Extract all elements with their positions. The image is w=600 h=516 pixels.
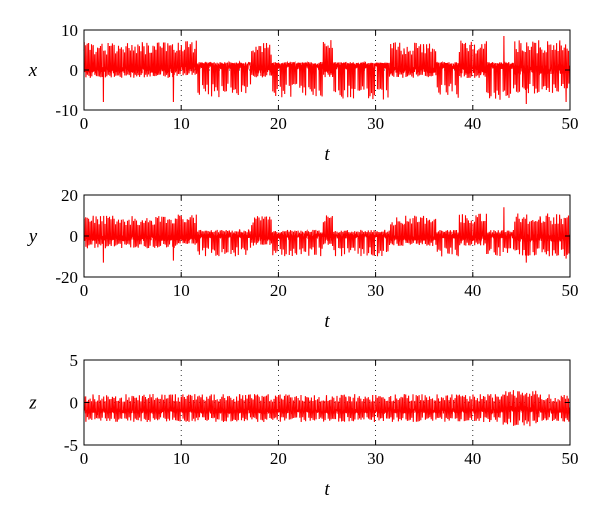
x-tick-label-z-4: 40	[464, 449, 481, 468]
x-tick-label-y-0: 0	[80, 281, 89, 300]
x-tick-label-x-0: 0	[80, 114, 89, 133]
y-tick-label-z-2: 5	[70, 351, 79, 370]
x-tick-label-y-1: 10	[173, 281, 190, 300]
series-line-y	[83, 207, 571, 263]
series-line-x	[83, 35, 571, 105]
y-tick-label-z-1: 0	[70, 394, 79, 413]
x-tick-label-y-2: 20	[270, 281, 287, 300]
x-tick-label-z-5: 50	[562, 449, 579, 468]
y-tick-label-y-0: -20	[55, 268, 78, 287]
x-tick-label-z-2: 20	[270, 449, 287, 468]
y-tick-label-x-0: -10	[55, 101, 78, 120]
y-axis-label-x: x	[28, 60, 38, 81]
x-axis-label-x: t	[324, 144, 330, 165]
x-tick-label-z-1: 10	[173, 449, 190, 468]
x-tick-label-x-2: 20	[270, 114, 287, 133]
y-axis-label-y: y	[27, 226, 38, 247]
x-tick-label-y-3: 30	[367, 281, 384, 300]
x-tick-label-x-5: 50	[562, 114, 579, 133]
series-line-z	[83, 390, 571, 427]
y-tick-label-y-2: 20	[61, 186, 78, 205]
x-tick-label-z-3: 30	[367, 449, 384, 468]
y-axis-label-z: z	[28, 393, 37, 414]
x-tick-label-y-4: 40	[464, 281, 481, 300]
y-tick-label-x-2: 10	[61, 21, 78, 40]
y-tick-label-x-1: 0	[70, 61, 79, 80]
x-tick-label-y-5: 50	[562, 281, 579, 300]
x-axis-label-y: t	[324, 311, 330, 332]
x-tick-label-x-3: 30	[367, 114, 384, 133]
x-tick-label-x-1: 10	[173, 114, 190, 133]
x-tick-label-x-4: 40	[464, 114, 481, 133]
y-tick-label-y-1: 0	[70, 227, 79, 246]
x-axis-label-z: t	[324, 479, 330, 500]
y-tick-label-z-0: -5	[64, 436, 78, 455]
x-tick-label-z-0: 0	[80, 449, 89, 468]
